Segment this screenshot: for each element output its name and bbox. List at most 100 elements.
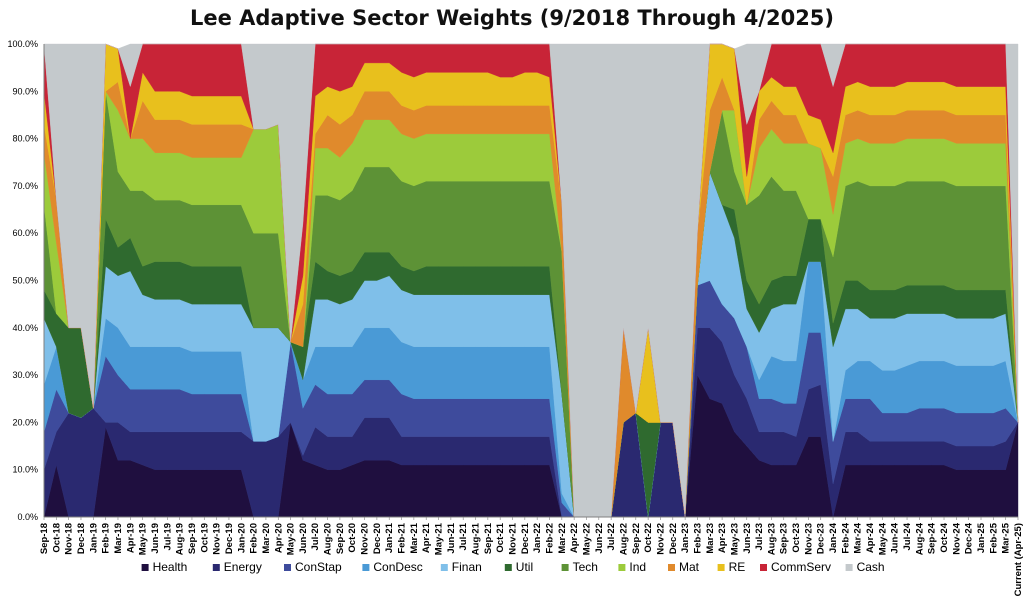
x-tick-label: Feb-23 [692, 523, 703, 554]
legend-swatch-cash [845, 564, 853, 571]
chart-title: Lee Adaptive Sector Weights (9/2018 Thro… [189, 6, 835, 30]
x-tick-label: Mar-19 [113, 523, 124, 554]
x-tick-label: Jul-21 [458, 522, 469, 550]
x-tick-label: Mar-20 [261, 523, 272, 554]
x-tick-label: Nov-19 [212, 523, 223, 555]
x-tick-label: Nov-23 [803, 523, 814, 555]
x-tick-label: Jul-19 [162, 523, 173, 550]
x-tick-label: Dec-22 [668, 523, 679, 554]
legend-label-commserv: CommServ [771, 560, 831, 574]
x-tick-label: May-20 [286, 523, 297, 555]
x-tick-label: Oct-21 [495, 522, 506, 552]
x-tick-label: Jul-23 [754, 523, 765, 550]
x-tick-label: Dec-21 [520, 522, 531, 554]
y-tick-label: 20.0% [12, 417, 38, 427]
x-tick-label: Oct-18 [51, 523, 62, 553]
x-tick-label: Apr-21 [421, 522, 432, 553]
legend-swatch-mat [668, 564, 675, 571]
x-tick-label: Feb-21 [397, 522, 408, 553]
x-tick-label: Aug-22 [618, 523, 629, 555]
x-tick-label: Nov-20 [360, 523, 371, 555]
x-tick-label: Sep-18 [39, 523, 50, 554]
legend-label-constap: ConStap [295, 560, 342, 574]
x-tick-label: Dec-20 [372, 523, 383, 554]
x-tick-label: Sep-24 [927, 522, 938, 554]
y-tick-label: 50.0% [12, 276, 38, 286]
y-tick-label: 80.0% [12, 134, 38, 144]
x-tick-label: Aug-24 [914, 522, 925, 555]
legend-swatch-util [504, 564, 512, 571]
y-tick-label: 70.0% [12, 181, 38, 191]
x-tick-label: Nov-18 [64, 523, 75, 555]
x-tick-label: Feb-25 [988, 522, 999, 553]
x-tick-label: Apr-22 [569, 523, 580, 553]
x-tick-label: Apr-19 [125, 523, 136, 553]
area-series-cash [43, 43, 1019, 518]
legend-swatch-condesc [362, 564, 370, 571]
x-tick-label: Aug-23 [766, 523, 777, 555]
x-tick-label: Jan-25 [976, 522, 987, 553]
x-tick-label: May-24 [877, 522, 888, 555]
x-tick-label: May-19 [138, 523, 149, 555]
x-tick-label: Feb-22 [544, 523, 555, 554]
y-tick-label: 0.0% [17, 512, 38, 522]
x-tick-label: Apr-24 [865, 522, 876, 553]
y-tick-label: 40.0% [12, 323, 38, 333]
legend-swatch-finan [440, 564, 448, 571]
x-tick-label: Jul-22 [606, 523, 617, 550]
x-tick-label: Jun-22 [594, 523, 605, 554]
x-tick-label: Jun-20 [298, 523, 309, 554]
x-tick-label: Jun-23 [742, 523, 753, 554]
x-tick-label: Jan-22 [532, 523, 543, 553]
legend-label-health: Health [153, 560, 188, 574]
x-tick-label: Sep-23 [779, 523, 790, 554]
legend-label-re: RE [729, 560, 746, 574]
legend-label-condesc: ConDesc [373, 560, 422, 574]
legend-label-mat: Mat [679, 560, 700, 574]
legend-label-util: Util [516, 560, 533, 574]
x-tick-label: Mar-25 [1001, 522, 1012, 553]
legend-label-ind: Ind [629, 560, 646, 574]
x-tick-label: Sep-22 [631, 523, 642, 554]
x-tick-label: Dec-24 [964, 522, 975, 554]
legend-label-tech: Tech [573, 560, 598, 574]
legend-swatch-constap [284, 564, 291, 571]
x-tick-label: Mar-22 [557, 523, 568, 554]
x-tick-label: Nov-22 [655, 523, 666, 555]
x-tick-label: Nov-21 [508, 522, 519, 554]
x-tick-label: Sep-21 [483, 522, 494, 554]
x-tick-label: Jun-24 [890, 522, 901, 553]
x-tick-label: Jan-21 [384, 522, 395, 553]
x-tick-label: May-23 [729, 523, 740, 555]
x-tick-label: Oct-24 [939, 522, 950, 552]
x-tick-label: Jan-19 [88, 523, 99, 553]
x-tick-label: May-21 [434, 522, 445, 555]
legend-label-finan: Finan [452, 560, 482, 574]
legend-label-cash: Cash [857, 560, 885, 574]
x-tick-label: Sep-20 [335, 523, 346, 554]
x-tick-label: Jul-24 [902, 522, 913, 550]
x-tick-label: Mar-24 [853, 522, 864, 553]
y-tick-label: 30.0% [12, 370, 38, 380]
x-tick-label: Aug-21 [471, 522, 482, 555]
y-tick-label: 100.0% [7, 39, 38, 49]
x-tick-label: Oct-19 [199, 523, 210, 553]
legend-swatch-energy [212, 564, 220, 571]
x-tick-label: Oct-23 [791, 523, 802, 553]
x-tick-label: Mar-23 [705, 523, 716, 554]
x-tick-label: Oct-20 [347, 523, 358, 553]
y-tick-label: 90.0% [12, 86, 38, 96]
x-tick-label: Jan-24 [828, 522, 839, 553]
y-tick-label: 10.0% [12, 465, 38, 475]
x-tick-label: Current (Apr-25) [1013, 523, 1024, 596]
legend-swatch-ind [618, 564, 626, 571]
x-tick-label: Feb-20 [249, 523, 260, 554]
x-tick-label: Nov-24 [951, 522, 962, 554]
legend-label-energy: Energy [224, 560, 262, 574]
x-tick-label: Dec-23 [816, 523, 827, 554]
legend-swatch-health [141, 564, 149, 571]
x-tick-label: Aug-20 [323, 523, 334, 555]
x-tick-label: Mar-21 [409, 522, 420, 553]
